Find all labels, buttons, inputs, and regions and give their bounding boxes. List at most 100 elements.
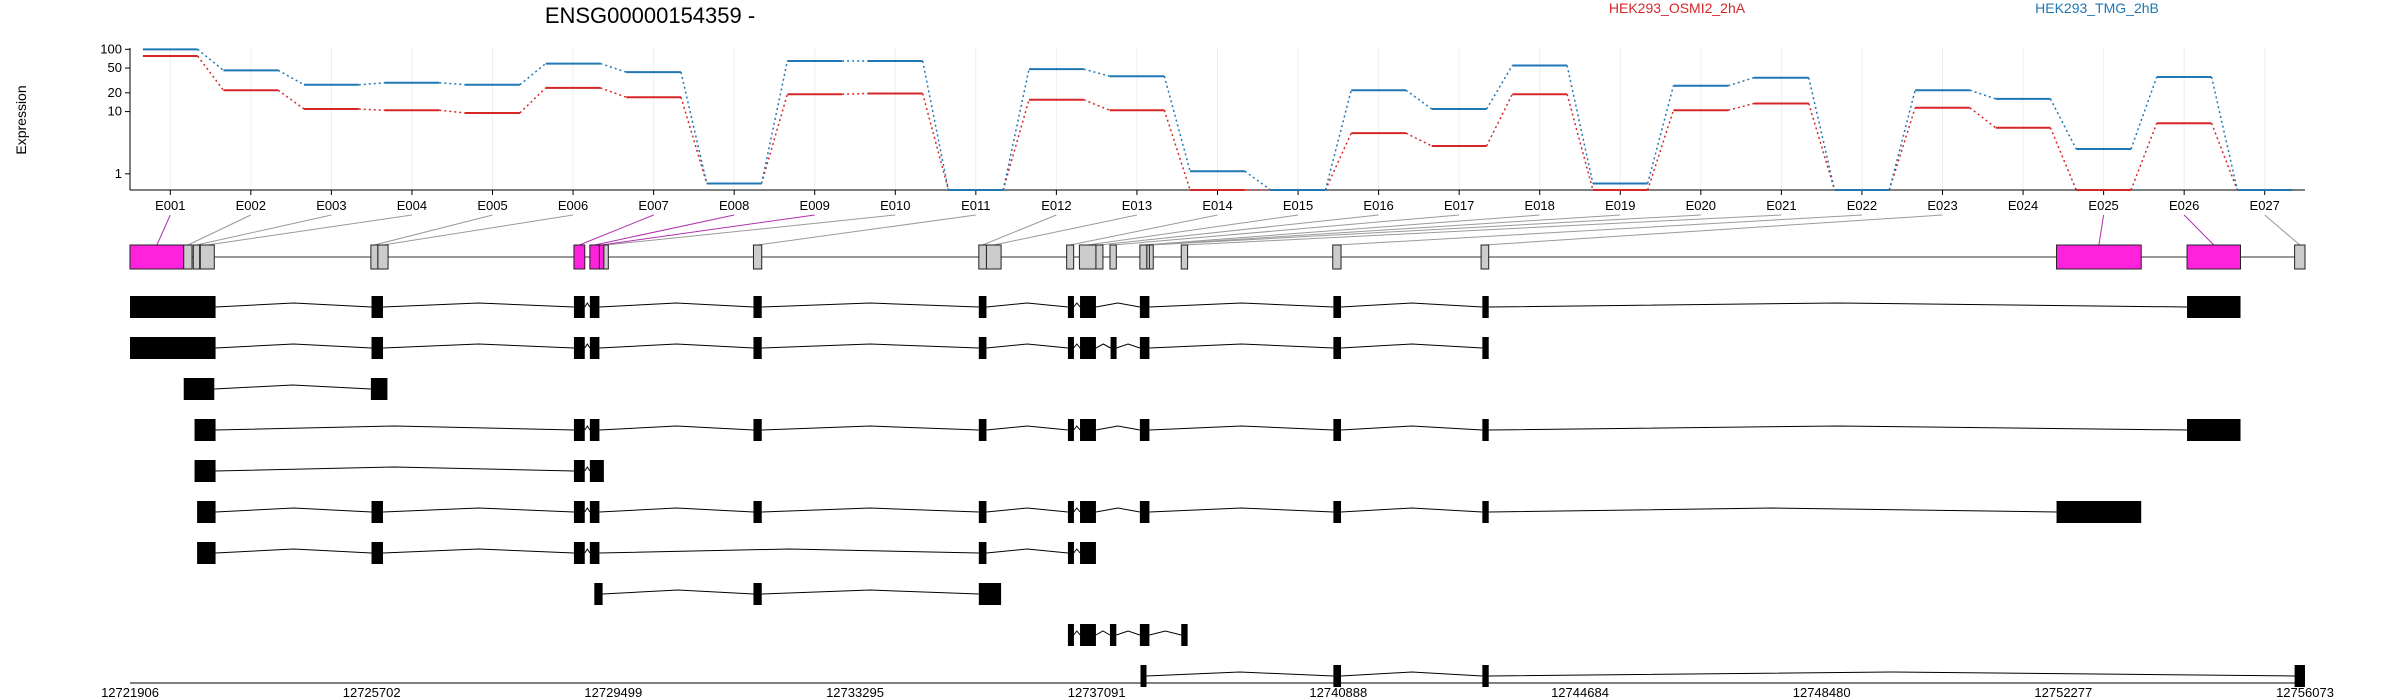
intron-line (761, 302, 979, 308)
chart-title: ENSG00000154359 - (545, 3, 755, 28)
bin-link (187, 214, 252, 246)
transcript-exon (1067, 296, 1074, 318)
transcript-2 (130, 337, 1489, 359)
series-connector (1969, 89, 1996, 100)
intron-line (382, 548, 574, 554)
intron-line (599, 548, 979, 554)
intron-line (1095, 343, 1111, 349)
series-connector (1002, 99, 1030, 191)
transcript-exon (1080, 296, 1096, 318)
transcript-exon (1333, 296, 1342, 318)
intron-line (382, 302, 574, 308)
intron-line (761, 425, 979, 431)
genomic-tick-label: 12740888 (1309, 685, 1367, 700)
transcript-4 (194, 419, 2241, 441)
intron-line (1073, 548, 1081, 554)
transcript-8 (594, 583, 1002, 605)
exon-bin (2056, 244, 2142, 270)
intron-line (382, 343, 574, 349)
transcript-exon (1139, 419, 1150, 441)
genomic-tick-label: 12733295 (826, 685, 884, 700)
intron-line (584, 466, 591, 472)
series-connector (2130, 122, 2158, 191)
x-tick-label: E014 (1202, 198, 1232, 213)
intron-line (1149, 343, 1334, 349)
x-tick-label: E016 (1363, 198, 1393, 213)
transcript-exon (753, 337, 762, 359)
series-connector (358, 82, 385, 86)
bin-link (601, 214, 815, 246)
transcript-exon (589, 337, 600, 359)
series-connector (2210, 122, 2239, 191)
transcript-exon (1482, 419, 1489, 441)
series-connector (1002, 69, 1030, 191)
x-tick-label: E027 (2250, 198, 2280, 213)
intron-line (215, 507, 372, 513)
series-connector (921, 60, 950, 191)
transcript-exon (1067, 501, 1074, 523)
intron-line (215, 425, 574, 431)
series-connector (2049, 127, 2077, 191)
intron-line (761, 507, 979, 513)
series-connector (1163, 110, 1191, 191)
intron-line (1116, 343, 1141, 349)
intron-line (599, 425, 754, 431)
transcript-exon (1333, 501, 1342, 523)
genomic-tick-label: 12752277 (2034, 685, 2092, 700)
exon-bin (1109, 244, 1117, 270)
intron-line (1488, 302, 2188, 308)
bin-link (2264, 214, 2301, 246)
intron-line (599, 507, 754, 513)
bin-link (579, 214, 654, 246)
intron-line (1073, 425, 1081, 431)
exon-bin (129, 244, 185, 270)
transcript-exon (589, 296, 600, 318)
transcript-exon (589, 501, 600, 523)
intron-line (1149, 507, 1334, 513)
x-tick-label: E001 (155, 198, 185, 213)
transcript-exon (1140, 665, 1147, 687)
series-connector (760, 94, 789, 184)
plot-area: 1 10 20 50 100 E001 E002 E003 E004 E005 E006 E007 E0… (100, 41, 2305, 213)
series-connector (1888, 90, 1916, 191)
bin-link (1184, 214, 1782, 246)
transcript-exon (371, 296, 383, 318)
transcript-7 (197, 542, 1096, 564)
intron-line (599, 343, 754, 349)
transcript-9 (1067, 624, 1188, 646)
exon-bin (752, 244, 763, 270)
intron-line (1073, 302, 1081, 308)
bin-link (156, 214, 171, 246)
intron-line (584, 507, 591, 513)
series-connector (1646, 110, 1675, 191)
transcript-exon (573, 501, 585, 523)
bin-link (1336, 214, 1862, 246)
y-tick-label: 100 (100, 41, 122, 56)
x-tick-label: E018 (1525, 198, 1555, 213)
intron-line (1095, 425, 1140, 431)
intron-line (214, 384, 371, 390)
transcript-exon (1080, 624, 1096, 646)
exon-bin (377, 244, 389, 270)
intron-line (986, 343, 1068, 349)
intron-line (1488, 425, 2188, 431)
x-tick-label: E008 (719, 198, 749, 213)
bin-link (1143, 214, 1540, 246)
intron-line (215, 343, 372, 349)
series-connector (519, 87, 547, 114)
genomic-tick-label: 12748480 (1793, 685, 1851, 700)
x-tick-label: E013 (1122, 198, 1152, 213)
bin-link (2183, 214, 2215, 246)
x-tick-label: E019 (1605, 198, 1635, 213)
genomic-tick-label: 12744684 (1551, 685, 1609, 700)
transcript-exon (1482, 296, 1489, 318)
intron-line (1340, 425, 1483, 431)
series-connector (1808, 103, 1836, 191)
x-tick-label: E017 (1444, 198, 1474, 213)
transcript-exon (370, 378, 388, 400)
series-connector (1566, 65, 1594, 184)
x-tick-label: E009 (800, 198, 830, 213)
transcript-exon (573, 419, 585, 441)
intron-line (986, 425, 1068, 431)
